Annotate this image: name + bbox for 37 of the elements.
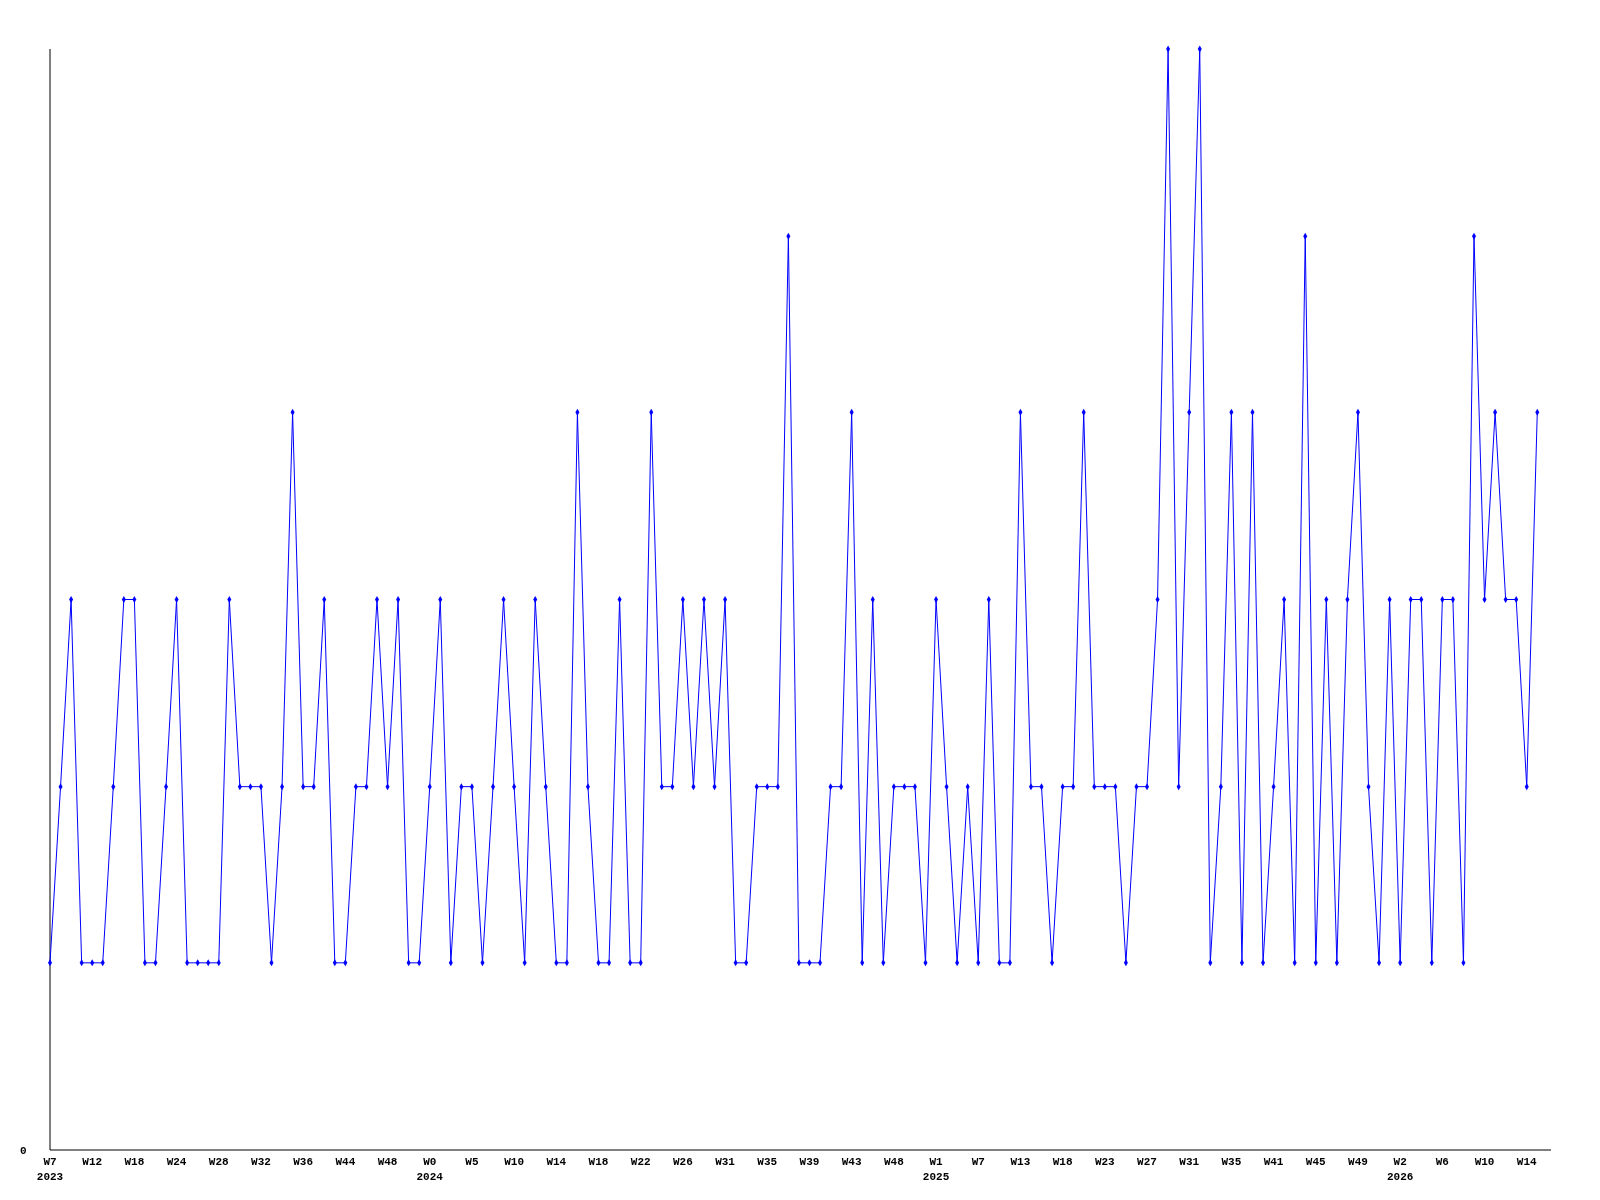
x-tick-label: W39 (799, 1156, 820, 1168)
text: 0 (20, 1145, 27, 1157)
x-tick-label: W27 (1137, 1156, 1157, 1168)
x-tick-label: W49 (1348, 1156, 1368, 1168)
x-tick-label: W35 (1221, 1156, 1242, 1168)
x-tick-label: W10 (504, 1156, 525, 1168)
x-tick-label: W5 (465, 1156, 479, 1168)
x-tick-label: W18 (124, 1156, 145, 1168)
x-tick-label: W10 (1474, 1156, 1495, 1168)
x-tick-label: W32 (251, 1156, 271, 1168)
x-tick-label: W35 (757, 1156, 778, 1168)
x-tick-label: W31 (715, 1156, 736, 1168)
x-tick-label: W22 (630, 1156, 651, 1168)
x-tick-label: W24 (166, 1156, 187, 1168)
x-tick-label: W48 (377, 1156, 398, 1168)
x-tick-label: W23 (1094, 1156, 1116, 1168)
x-tick-label: W0 2024 (416, 1156, 444, 1183)
x-tick-label: W41 (1263, 1156, 1284, 1168)
x-tick-label: W28 (208, 1156, 230, 1168)
x-tick-label: W12 (82, 1156, 103, 1168)
x-tick-label: W14 (546, 1156, 567, 1168)
x-tick-label: W18 (1052, 1156, 1073, 1168)
x-tick-label: W6 (1435, 1156, 1449, 1168)
x-tick-label: W31 (1179, 1156, 1200, 1168)
x-tick-label: W1 2025 (922, 1156, 950, 1183)
x-tick-label: W2 2026 (1386, 1156, 1414, 1183)
x-tick-label: W13 (1010, 1156, 1031, 1168)
x-tick-label: W36 (293, 1156, 314, 1168)
x-tick-label: W18 (588, 1156, 609, 1168)
x-tick-label: W7 2023 (36, 1156, 64, 1183)
x-tick-label: W14 (1516, 1156, 1538, 1168)
x-tick-label: W44 (335, 1156, 356, 1168)
x-tick-label: W7 (971, 1156, 985, 1168)
x-tick-label: W48 (883, 1156, 905, 1168)
x-tick-label: W45 (1305, 1156, 1327, 1168)
x-tick-label: W26 (672, 1156, 693, 1168)
x-tick-label: W43 (841, 1156, 862, 1168)
